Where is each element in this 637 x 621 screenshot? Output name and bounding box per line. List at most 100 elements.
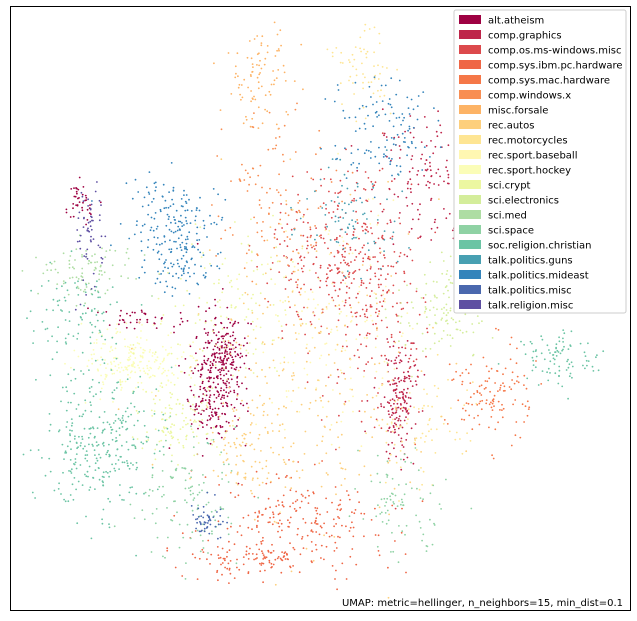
scatter-point bbox=[491, 337, 494, 339]
scatter-point bbox=[105, 374, 108, 377]
scatter-point bbox=[396, 315, 398, 317]
scatter-point bbox=[154, 428, 157, 431]
scatter-point bbox=[180, 277, 182, 280]
scatter-point bbox=[159, 362, 162, 365]
scatter-point bbox=[412, 136, 415, 139]
scatter-point bbox=[314, 521, 316, 524]
scatter-point bbox=[118, 468, 120, 470]
scatter-point bbox=[447, 378, 449, 381]
scatter-point bbox=[210, 223, 213, 225]
scatter-point bbox=[223, 463, 225, 466]
scatter-point bbox=[405, 439, 408, 441]
scatter-point bbox=[83, 427, 86, 430]
scatter-point bbox=[355, 296, 358, 299]
scatter-point bbox=[229, 491, 232, 494]
scatter-point bbox=[147, 239, 150, 241]
scatter-point bbox=[111, 349, 114, 351]
scatter-point bbox=[333, 255, 336, 258]
scatter-point bbox=[257, 520, 259, 522]
scatter-point bbox=[135, 468, 138, 471]
scatter-point bbox=[261, 235, 263, 238]
scatter-point bbox=[488, 377, 491, 380]
scatter-point bbox=[185, 279, 187, 282]
scatter-point bbox=[325, 284, 328, 287]
scatter-point bbox=[437, 184, 440, 186]
scatter-point bbox=[188, 198, 190, 201]
scatter-point bbox=[358, 127, 361, 130]
scatter-point bbox=[200, 515, 203, 517]
scatter-point bbox=[210, 510, 213, 513]
scatter-point bbox=[328, 211, 330, 214]
scatter-point bbox=[440, 131, 443, 134]
scatter-point bbox=[70, 472, 73, 474]
scatter-point bbox=[156, 536, 159, 539]
scatter-point bbox=[223, 367, 225, 370]
scatter-point bbox=[236, 394, 239, 397]
scatter-point bbox=[189, 366, 192, 368]
scatter-point bbox=[153, 410, 156, 412]
scatter-point bbox=[476, 315, 479, 317]
scatter-point bbox=[419, 203, 421, 206]
scatter-point bbox=[220, 361, 222, 364]
scatter-point bbox=[439, 124, 442, 127]
scatter-point bbox=[84, 312, 87, 315]
scatter-point bbox=[300, 234, 302, 237]
scatter-point bbox=[184, 358, 187, 360]
scatter-point bbox=[215, 411, 218, 414]
scatter-point bbox=[243, 78, 246, 81]
scatter-point bbox=[136, 321, 138, 324]
scatter-point bbox=[407, 181, 410, 183]
scatter-point bbox=[221, 412, 224, 415]
scatter-point bbox=[76, 187, 78, 190]
scatter-point bbox=[405, 416, 407, 418]
scatter-point bbox=[341, 208, 344, 211]
scatter-point bbox=[217, 418, 220, 420]
scatter-point bbox=[430, 140, 432, 142]
scatter-point bbox=[142, 442, 145, 445]
scatter-point bbox=[429, 348, 432, 350]
scatter-point bbox=[208, 403, 211, 406]
scatter-point bbox=[416, 322, 419, 325]
scatter-point bbox=[333, 536, 336, 538]
scatter-point bbox=[297, 262, 299, 265]
scatter-point bbox=[106, 328, 109, 331]
scatter-point bbox=[301, 322, 304, 325]
scatter-point bbox=[570, 361, 573, 364]
scatter-point bbox=[423, 116, 426, 118]
scatter-point bbox=[378, 424, 381, 427]
scatter-point bbox=[157, 270, 159, 273]
scatter-point bbox=[367, 81, 370, 84]
scatter-point bbox=[252, 270, 255, 272]
scatter-point bbox=[384, 146, 387, 148]
scatter-point bbox=[194, 359, 197, 362]
scatter-point bbox=[211, 353, 214, 355]
scatter-point bbox=[317, 207, 320, 210]
scatter-point bbox=[143, 259, 146, 262]
scatter-point bbox=[494, 382, 496, 384]
scatter-point bbox=[125, 322, 128, 325]
scatter-point bbox=[181, 532, 184, 535]
scatter-point bbox=[77, 188, 80, 191]
scatter-point bbox=[246, 293, 249, 296]
scatter-point bbox=[351, 548, 354, 550]
scatter-point bbox=[170, 381, 172, 384]
scatter-point bbox=[358, 501, 360, 504]
scatter-point bbox=[429, 492, 432, 495]
scatter-point bbox=[256, 253, 258, 256]
scatter-point bbox=[385, 522, 388, 525]
scatter-point bbox=[562, 329, 565, 331]
scatter-point bbox=[214, 364, 217, 367]
scatter-point bbox=[235, 446, 238, 449]
scatter-point bbox=[123, 461, 126, 464]
scatter-point bbox=[101, 358, 104, 361]
scatter-point bbox=[319, 330, 322, 333]
scatter-point bbox=[385, 358, 388, 360]
scatter-point bbox=[163, 357, 166, 360]
scatter-point bbox=[394, 382, 397, 385]
scatter-point bbox=[230, 363, 233, 366]
scatter-point bbox=[494, 428, 497, 431]
scatter-point bbox=[276, 254, 278, 257]
scatter-point bbox=[76, 229, 79, 231]
scatter-point bbox=[161, 242, 163, 245]
scatter-point bbox=[304, 387, 307, 390]
